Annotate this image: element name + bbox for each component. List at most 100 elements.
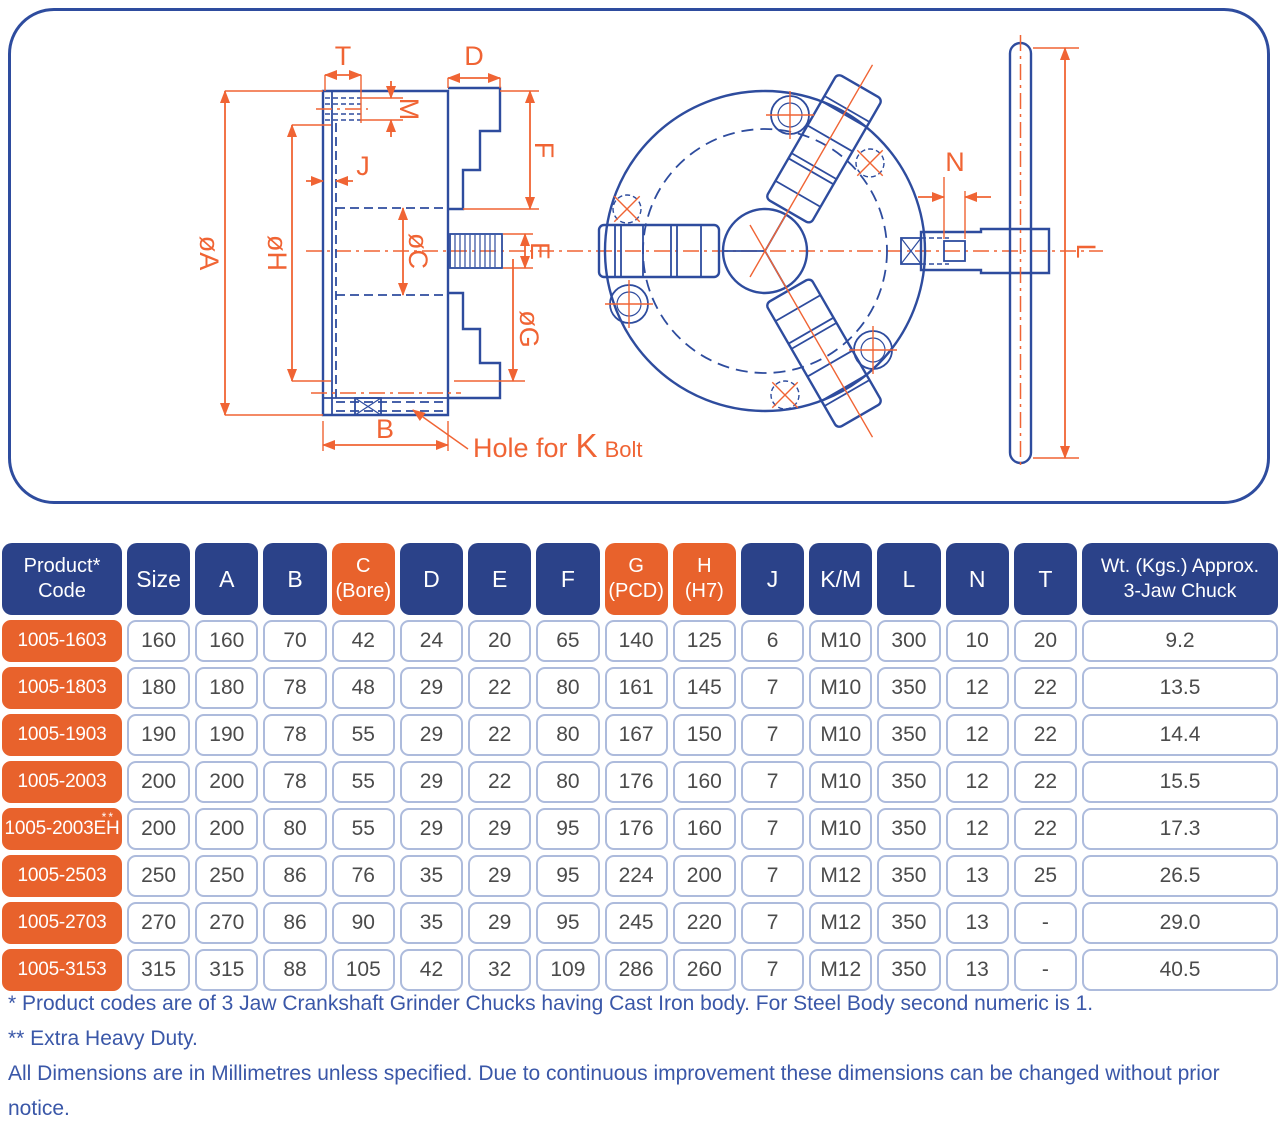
- technical-drawing: øA øH T D M F J øC E: [194, 35, 1103, 469]
- value-cell: 161: [604, 667, 668, 709]
- value-cell: 26.5: [1082, 855, 1278, 897]
- value-cell: 260: [672, 949, 736, 991]
- annotation-suffix: Bolt: [605, 437, 643, 462]
- bolt-holes: [605, 91, 897, 374]
- column-header-b: B: [263, 543, 327, 615]
- value-cell: 29: [399, 761, 464, 803]
- value-cell: 42: [399, 949, 464, 991]
- table-header-row: Product* Code Size A B C (Bore) D E F G (PCD) H (H7) J…: [2, 543, 1278, 615]
- value-cell: 12: [945, 808, 1009, 850]
- value-cell: 29: [468, 855, 532, 897]
- drawing-panel: øA øH T D M F J øC E: [8, 8, 1270, 504]
- table-row: 1005-1903 190 190 78 55 29 22 80 167 150 7 M10 350 12…: [2, 714, 1278, 756]
- value-cell: M10: [809, 714, 873, 756]
- value-cell: 250: [195, 855, 259, 897]
- dim-label-t: T: [335, 41, 352, 71]
- note-extra-heavy-duty: ** Extra Heavy Duty.: [8, 1027, 198, 1050]
- column-header-j: J: [740, 543, 805, 615]
- value-cell: M12: [809, 902, 873, 944]
- column-header-l: L: [877, 543, 941, 615]
- value-cell: 224: [604, 855, 668, 897]
- product-code-cell: 1005-2003: [2, 761, 122, 803]
- table-row: 1005-1803 180 180 78 48 29 22 80 161 145 7 M10 350 12…: [2, 667, 1278, 709]
- value-cell: 29: [399, 714, 464, 756]
- product-code-cell: 1005-3153: [2, 949, 122, 991]
- value-cell: 12: [945, 761, 1009, 803]
- value-cell: 350: [877, 808, 941, 850]
- value-cell: 160: [127, 620, 191, 662]
- side-view: [311, 86, 503, 417]
- column-header-e: E: [468, 543, 532, 615]
- value-cell: M12: [809, 949, 873, 991]
- value-cell: 7: [740, 761, 805, 803]
- value-cell: 245: [604, 902, 668, 944]
- value-cell: 350: [877, 761, 941, 803]
- note-product-codes: * Product codes are of 3 Jaw Crankshaft …: [8, 992, 1094, 1015]
- value-cell: 105: [331, 949, 395, 991]
- product-code-cell: 1005-2503: [2, 855, 122, 897]
- value-cell: M10: [809, 620, 873, 662]
- product-code-cell: 1005-2003EH **: [2, 808, 122, 850]
- value-cell: 20: [1013, 620, 1077, 662]
- table-row: 1005-2703 270 270 86 90 35 29 95 245 220 7 M12 350 13…: [2, 902, 1278, 944]
- value-cell: 12: [945, 667, 1009, 709]
- value-cell: 22: [1013, 808, 1077, 850]
- value-cell: 90: [331, 902, 395, 944]
- value-cell: 350: [877, 902, 941, 944]
- note-dimensions: All Dimensions are in Millimetres unless…: [8, 1062, 1220, 1120]
- dim-label-j: J: [356, 151, 370, 181]
- value-cell: 140: [604, 620, 668, 662]
- value-cell: 300: [877, 620, 941, 662]
- value-cell: 180: [127, 667, 191, 709]
- value-cell: 190: [127, 714, 191, 756]
- value-cell: 13: [945, 902, 1009, 944]
- value-cell: 200: [672, 855, 736, 897]
- value-cell: M12: [809, 855, 873, 897]
- column-header-d: D: [399, 543, 464, 615]
- value-cell: 190: [195, 714, 259, 756]
- value-cell: 29: [468, 902, 532, 944]
- value-cell: 22: [1013, 667, 1077, 709]
- value-cell: 200: [127, 808, 191, 850]
- value-cell: 78: [263, 714, 327, 756]
- value-cell: 200: [195, 808, 259, 850]
- column-header-f: F: [536, 543, 600, 615]
- value-cell: 70: [263, 620, 327, 662]
- value-cell: 95: [536, 808, 600, 850]
- side-view-dimensions: øA øH T D M F J øC E: [194, 41, 642, 464]
- value-cell: 22: [468, 667, 532, 709]
- column-header-a: A: [195, 543, 259, 615]
- value-cell: 10: [945, 620, 1009, 662]
- table-body: 1005-1603 160 160 70 42 24 20 65 140 125 6 M10 300 10…: [2, 620, 1278, 991]
- column-header-g-pcd: G (PCD): [604, 543, 668, 615]
- hole-for-k-bolt-annotation: Hole for K Bolt: [473, 427, 642, 464]
- value-cell: 80: [263, 808, 327, 850]
- value-cell: 35: [399, 902, 464, 944]
- value-cell: 29: [468, 808, 532, 850]
- value-cell: 7: [740, 855, 805, 897]
- value-cell: 55: [331, 714, 395, 756]
- value-cell: 14.4: [1082, 714, 1278, 756]
- value-cell: 125: [672, 620, 736, 662]
- annotation-prefix: Hole for: [473, 433, 568, 463]
- value-cell: 13: [945, 855, 1009, 897]
- value-cell: 15.5: [1082, 761, 1278, 803]
- value-cell: 160: [195, 620, 259, 662]
- dim-label-l: L: [1071, 243, 1101, 258]
- value-cell: 7: [740, 949, 805, 991]
- value-cell: 78: [263, 667, 327, 709]
- value-cell: 32: [468, 949, 532, 991]
- value-cell: 95: [536, 902, 600, 944]
- value-cell: 24: [399, 620, 464, 662]
- value-cell: 220: [672, 902, 736, 944]
- value-cell: 80: [536, 667, 600, 709]
- value-cell: 145: [672, 667, 736, 709]
- value-cell: 7: [740, 714, 805, 756]
- value-cell: 86: [263, 902, 327, 944]
- table-row: 1005-3153 315 315 88 105 42 32 109 286 260 7 M12 350…: [2, 949, 1278, 991]
- value-cell: 86: [263, 855, 327, 897]
- table-row: 1005-2003 200 200 78 55 29 22 80 176 160 7 M10 350 12…: [2, 761, 1278, 803]
- value-cell: 20: [468, 620, 532, 662]
- value-cell: 29.0: [1082, 902, 1278, 944]
- value-cell: 55: [331, 761, 395, 803]
